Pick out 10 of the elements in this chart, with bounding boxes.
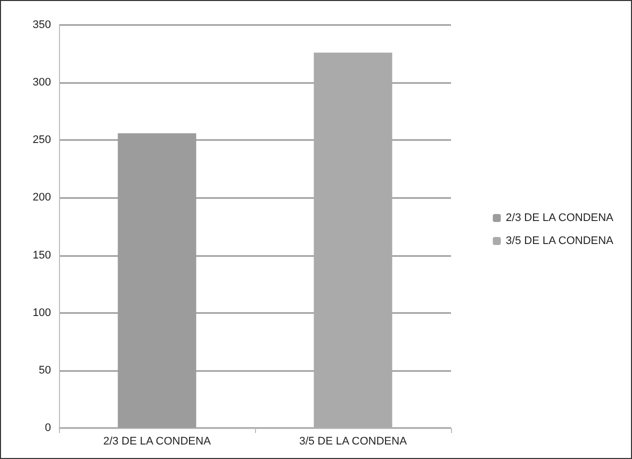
y-tick-label: 0: [44, 422, 51, 434]
y-tick-label: 200: [32, 192, 51, 204]
y-tick-label: 350: [32, 19, 51, 31]
legend-label: 3/5 DE LA CONDENA: [506, 235, 614, 247]
y-tick-label: 250: [32, 134, 51, 146]
y-tick-label: 100: [32, 306, 51, 319]
y-tick-label: 150: [32, 249, 51, 262]
y-tick-label: 50: [38, 364, 51, 376]
legend-label: 2/3 DE LA CONDENA: [506, 212, 614, 224]
y-tick-label: 300: [32, 76, 51, 89]
